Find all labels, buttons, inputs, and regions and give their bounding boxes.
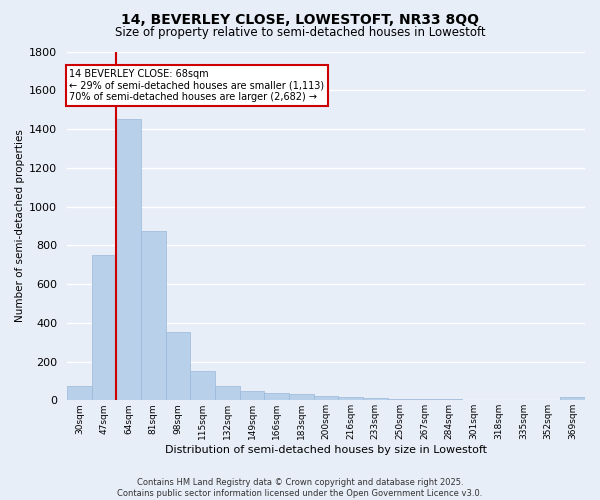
Bar [338, 398, 363, 400]
Bar [560, 398, 585, 400]
Bar [141, 230, 166, 400]
Bar [314, 396, 338, 400]
Bar [289, 394, 314, 400]
Bar [190, 371, 215, 400]
Text: 14 BEVERLEY CLOSE: 68sqm
← 29% of semi-detached houses are smaller (1,113)
70% o: 14 BEVERLEY CLOSE: 68sqm ← 29% of semi-d… [70, 69, 325, 102]
Text: 14, BEVERLEY CLOSE, LOWESTOFT, NR33 8QQ: 14, BEVERLEY CLOSE, LOWESTOFT, NR33 8QQ [121, 12, 479, 26]
Bar [265, 392, 289, 400]
Bar [388, 398, 412, 400]
Bar [215, 386, 239, 400]
Text: Size of property relative to semi-detached houses in Lowestoft: Size of property relative to semi-detach… [115, 26, 485, 39]
Text: Contains HM Land Registry data © Crown copyright and database right 2025.
Contai: Contains HM Land Registry data © Crown c… [118, 478, 482, 498]
Y-axis label: Number of semi-detached properties: Number of semi-detached properties [15, 130, 25, 322]
Bar [166, 332, 190, 400]
Bar [239, 390, 265, 400]
Bar [363, 398, 388, 400]
Bar [67, 386, 92, 400]
X-axis label: Distribution of semi-detached houses by size in Lowestoft: Distribution of semi-detached houses by … [165, 445, 487, 455]
Bar [116, 120, 141, 400]
Bar [92, 255, 116, 400]
